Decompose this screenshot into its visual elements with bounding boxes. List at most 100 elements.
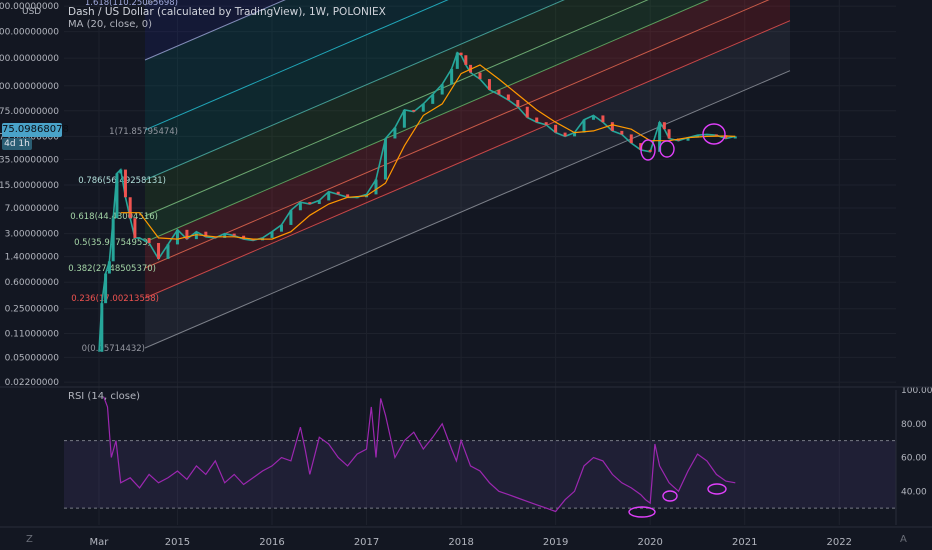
candle xyxy=(554,124,558,133)
fib-channel-line xyxy=(144,0,449,131)
annotation-circle xyxy=(628,506,656,518)
candle xyxy=(610,122,614,131)
candle xyxy=(535,117,539,123)
candle xyxy=(104,273,108,304)
fib-level-label: 0(0.05714432) xyxy=(82,344,145,354)
candle xyxy=(346,194,350,198)
price-series xyxy=(98,51,737,352)
candle xyxy=(705,134,709,136)
candle xyxy=(111,218,115,262)
candle xyxy=(115,173,119,219)
price-tick-label: 400.00000000 xyxy=(0,82,59,92)
candle xyxy=(648,149,652,152)
candle xyxy=(487,79,491,90)
rsi-indicator-label[interactable]: RSI (14, close) xyxy=(68,391,141,402)
fib-level-label: 0.618(44.43004516) xyxy=(70,212,158,222)
price-tick-label: 15.00000000 xyxy=(0,181,59,191)
candle xyxy=(251,239,255,241)
candle xyxy=(317,200,321,204)
time-tick-label: 2015 xyxy=(165,537,190,548)
fib-pitchfork: 0(0.05714432) 0.236(17.00213558) 0.382(27.… xyxy=(68,0,791,354)
candle xyxy=(459,52,463,56)
time-tick-label: 2020 xyxy=(637,537,662,548)
candle xyxy=(724,135,728,139)
price-tick-label: 0.25000000 xyxy=(5,305,60,315)
candle xyxy=(204,231,208,237)
candle xyxy=(232,233,236,236)
candle xyxy=(440,84,444,95)
ma-indicator-label[interactable]: MA (20, close, 0) xyxy=(68,19,153,30)
candle xyxy=(393,127,397,139)
candle xyxy=(157,242,161,259)
time-tick-label: 2021 xyxy=(732,537,757,548)
annotation-circle xyxy=(640,139,656,161)
candle xyxy=(308,202,312,204)
grid-lines xyxy=(64,0,896,525)
fib-channel-band xyxy=(145,0,790,298)
candle xyxy=(123,169,127,198)
price-tick-label: 0.11000000 xyxy=(5,329,60,339)
candle xyxy=(336,191,340,195)
candle xyxy=(658,122,662,152)
fib-channel-line xyxy=(144,0,770,269)
time-tick-label: 2017 xyxy=(354,537,379,548)
price-tick-label: 1.40000000 xyxy=(5,253,60,263)
candle xyxy=(455,52,459,69)
annotation-circle xyxy=(659,140,675,158)
ma-line xyxy=(120,64,736,240)
price-tick-label: 0.60000000 xyxy=(5,278,60,288)
candle xyxy=(166,244,170,259)
time-tick-label: 2019 xyxy=(543,537,568,548)
candle xyxy=(147,237,151,243)
rsi-pane: 100.00 80.00 60.00 40.00 xyxy=(64,386,932,513)
candle xyxy=(662,122,666,130)
time-tick-label: 2018 xyxy=(448,537,473,548)
candle xyxy=(516,100,520,107)
annotation-circle xyxy=(662,490,678,502)
price-tick-label: 0.05000000 xyxy=(5,353,60,363)
candle xyxy=(138,237,142,239)
annotation-circle xyxy=(707,483,727,495)
rsi-tick-label: 100.00 xyxy=(901,386,932,396)
candle xyxy=(298,202,302,211)
time-tick-label: 2016 xyxy=(259,537,284,548)
candle xyxy=(525,106,529,118)
fib-level-label: 1(71.85795474) xyxy=(109,127,178,137)
fib-channel-line xyxy=(144,20,791,299)
fib-channel-line xyxy=(144,0,286,61)
candle xyxy=(327,191,331,201)
candle xyxy=(686,137,690,141)
fib-channel-line xyxy=(144,0,710,243)
candle xyxy=(133,218,137,238)
candle xyxy=(289,210,293,225)
candle xyxy=(175,229,179,245)
candle xyxy=(591,115,595,120)
candle xyxy=(402,109,406,128)
fib-channel-line xyxy=(144,0,649,217)
auto-scale-button[interactable]: A xyxy=(900,534,907,545)
annotation-circle xyxy=(702,123,726,145)
price-tick-label: 75.00000000 xyxy=(0,132,59,142)
time-tick-label: Mar xyxy=(90,537,110,548)
candle xyxy=(431,94,435,104)
candle xyxy=(185,229,189,240)
candle xyxy=(573,132,577,137)
candle xyxy=(464,55,468,65)
candle xyxy=(544,122,548,125)
candle xyxy=(450,68,454,85)
price-tick-label: 0.02200000 xyxy=(5,378,60,388)
currency-label: USD xyxy=(22,7,42,17)
fib-channel-line xyxy=(144,70,791,349)
candle xyxy=(421,103,425,112)
candle xyxy=(107,261,111,274)
candle xyxy=(733,136,737,139)
zoom-button[interactable]: Z xyxy=(26,534,33,545)
fib-level-label: 1.618(110.25065698) xyxy=(85,0,178,8)
candle xyxy=(714,134,718,136)
candle xyxy=(279,224,283,232)
price-tick-label: 35.00000000 xyxy=(0,155,59,165)
rsi-tick-label: 40.00 xyxy=(901,487,927,497)
candle xyxy=(119,169,123,174)
candle xyxy=(383,138,387,180)
